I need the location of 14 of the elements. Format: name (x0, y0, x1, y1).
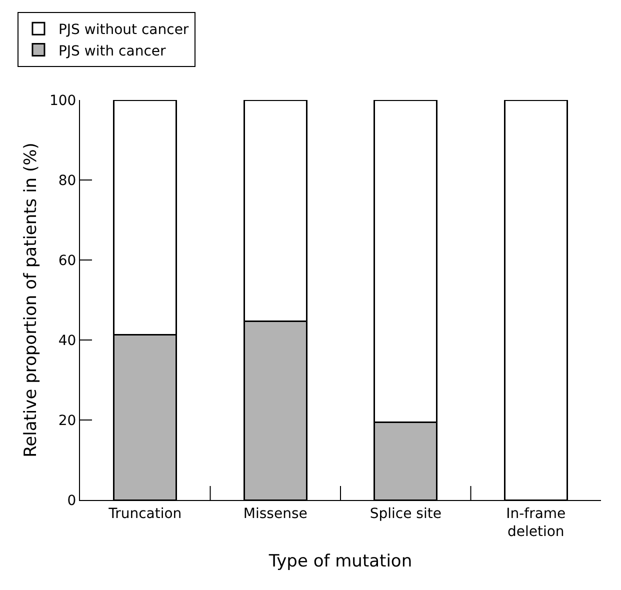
x-tick-label: In-frame deletion (506, 506, 566, 540)
x-tick-label: Truncation (108, 506, 182, 522)
y-axis-title: Relative proportion of patients in (%) (21, 142, 41, 458)
x-axis-title: Type of mutation (268, 551, 412, 572)
legend-label: PJS with cancer (58, 43, 166, 60)
y-tick-label: 60 (58, 252, 76, 269)
legend-label: PJS without cancer (58, 22, 189, 38)
x-tick-label: Missense (243, 506, 308, 522)
y-tick-label: 20 (58, 412, 76, 429)
y-tick-label: 0 (67, 492, 76, 509)
x-tick-label: Splice site (370, 506, 442, 522)
y-tick-label: 40 (58, 332, 76, 349)
y-tick-label: 80 (58, 172, 76, 189)
y-tick-label: 100 (49, 92, 76, 109)
